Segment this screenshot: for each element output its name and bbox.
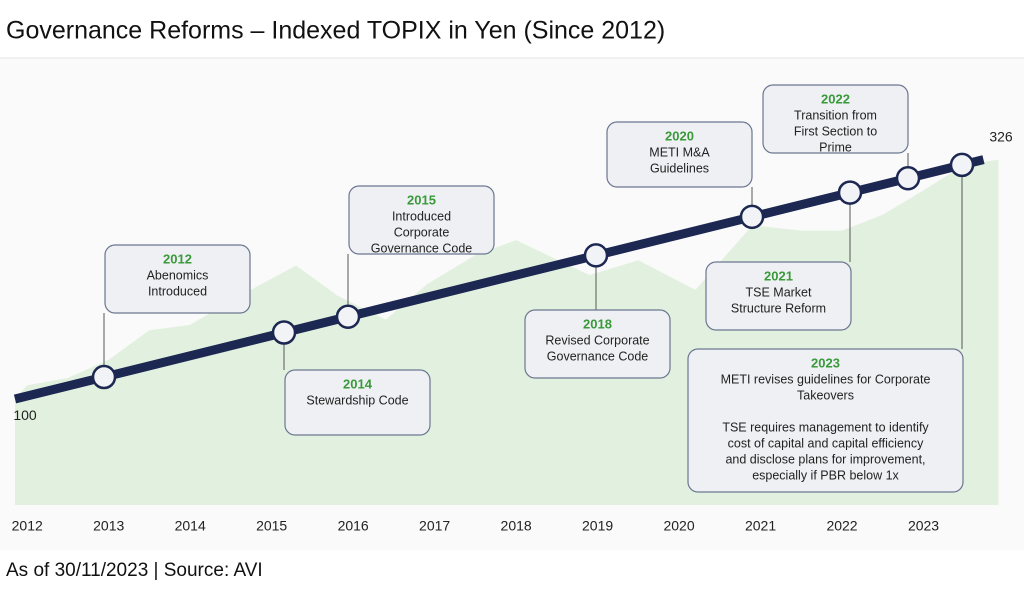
milestone-box (284, 369, 431, 436)
milestone-year: 2018 (583, 316, 612, 331)
x-tick-label: 2018 (501, 518, 532, 534)
x-tick-label: 2017 (419, 518, 450, 534)
milestone-text: Corporate (394, 225, 450, 239)
milestone-text: Structure Reform (731, 301, 826, 315)
milestone-year: 2022 (821, 91, 850, 106)
milestone-year: 2021 (764, 268, 793, 283)
milestone-text: cost of capital and capital efficiency (728, 436, 924, 450)
milestone-text: Prime (819, 140, 852, 154)
milestone-text: Abenomics (147, 268, 209, 282)
milestone-text: Governance Code (371, 241, 473, 255)
milestone-box (687, 348, 964, 493)
milestone-text: TSE requires management to identify (722, 420, 929, 434)
milestone-box (524, 309, 671, 379)
x-tick-label: 2021 (745, 518, 776, 534)
milestone-text: Revised Corporate (545, 333, 649, 347)
milestone-text: Governance Code (547, 349, 649, 363)
footnote: As of 30/11/2023 | Source: AVI (6, 560, 263, 581)
milestone-year: 2012 (163, 251, 192, 266)
milestone-text: and disclose plans for improvement, (725, 452, 925, 466)
milestone-dot (271, 320, 297, 345)
milestone-box (705, 261, 852, 331)
x-tick-label: 2013 (93, 518, 124, 534)
x-tick-label: 2019 (582, 518, 613, 534)
milestone-year: 2023 (811, 355, 840, 370)
milestone-year: 2020 (665, 128, 694, 143)
milestone-box (606, 121, 753, 188)
x-tick-label: 2016 (338, 518, 369, 534)
milestone-dot (895, 166, 921, 191)
x-tick-label: 2014 (175, 518, 206, 534)
milestone-dot (949, 152, 975, 178)
x-tick-label: 2022 (826, 518, 857, 534)
milestone-dot (335, 304, 361, 329)
milestone-text: Introduced (392, 209, 451, 223)
milestone-dot (91, 364, 117, 390)
milestone-dot (837, 180, 863, 205)
milestone-text: TSE Market (746, 285, 813, 299)
milestone-year: 2014 (343, 376, 373, 391)
milestone-dot (739, 204, 765, 230)
milestone-box (762, 84, 909, 154)
milestone-text: Guidelines (650, 161, 709, 175)
milestone-dot (583, 243, 609, 268)
x-tick-label: 2012 (12, 518, 43, 534)
milestone-text: First Section to (794, 124, 877, 138)
milestone-box (104, 244, 251, 314)
x-tick-label: 2023 (908, 518, 939, 534)
milestone-year: 2015 (407, 192, 436, 207)
milestone-text: Stewardship Code (306, 393, 408, 407)
milestone-box (348, 185, 495, 255)
x-tick-label: 2020 (663, 518, 694, 534)
start-label: 100 (13, 407, 37, 423)
trend-line (13, 155, 985, 404)
end-label: 326 (989, 128, 1013, 144)
milestone-text: Transition from (794, 108, 877, 122)
plot: 2012 2013 2014 2015 2016 2017 2018 2019 2020 2021… (12, 84, 1013, 534)
milestone-text: METI revises guidelines for Corporate (721, 372, 931, 386)
milestone-text: Introduced (148, 284, 207, 298)
x-tick-label: 2015 (256, 518, 287, 534)
chart-title: Governance Reforms – Indexed TOPIX in Ye… (6, 17, 665, 45)
milestone-text: Takeovers (797, 388, 854, 402)
milestone-text: METI M&A (649, 145, 710, 159)
milestone-text: especially if PBR below 1x (752, 468, 899, 482)
